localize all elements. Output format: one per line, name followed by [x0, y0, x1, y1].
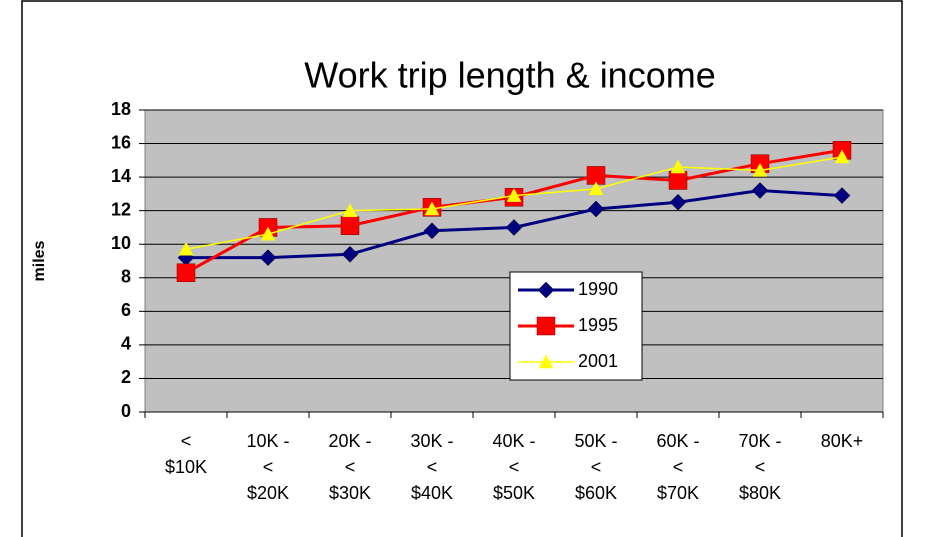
marker	[670, 159, 686, 174]
y-tick-label: 12	[111, 199, 131, 219]
y-tick-label: 8	[121, 267, 131, 287]
chart-title: Work trip length & income	[304, 55, 716, 96]
y-tick-label: 10	[111, 233, 131, 253]
x-tick-label: 30K - < $40K	[410, 431, 454, 503]
marker	[423, 222, 441, 240]
y-tick-label: 4	[121, 334, 131, 354]
x-tick-label: 10K - < $20K	[246, 431, 290, 503]
y-tick-label: 16	[111, 132, 131, 152]
y-axis-label: miles	[31, 240, 48, 281]
y-tick-label: 2	[121, 367, 131, 387]
x-tick-label: < $10K	[164, 431, 208, 477]
x-tick-label: 40K - < $50K	[492, 431, 536, 503]
x-tick-label: 80K+	[820, 431, 864, 451]
legend-label: 1990	[578, 279, 618, 299]
marker	[587, 200, 605, 218]
legend-label: 1995	[578, 315, 618, 335]
marker	[834, 149, 850, 164]
marker	[340, 216, 360, 236]
x-tick-label: 60K - < $70K	[656, 431, 700, 503]
marker	[178, 241, 194, 256]
marker	[751, 182, 769, 199]
marker	[538, 354, 554, 369]
marker	[259, 249, 277, 266]
marker	[341, 245, 359, 263]
marker	[260, 226, 276, 241]
marker	[536, 316, 556, 336]
marker	[833, 187, 851, 204]
marker	[668, 171, 688, 190]
marker	[588, 181, 604, 196]
marker	[342, 203, 358, 217]
marker	[506, 188, 522, 202]
marker	[669, 193, 687, 211]
marker	[537, 281, 555, 299]
marker	[505, 219, 523, 236]
y-tick-label: 18	[111, 99, 131, 119]
y-tick-label: 14	[111, 166, 131, 186]
legend-label: 2001	[578, 351, 618, 371]
x-tick-label: 20K - < $30K	[328, 431, 372, 503]
y-tick-label: 6	[121, 300, 131, 320]
marker	[424, 201, 440, 216]
x-tick-label: 50K - < $60K	[574, 431, 618, 503]
marker	[752, 162, 768, 177]
x-tick-label: 70K - < $80K	[738, 431, 782, 503]
y-tick-label: 0	[121, 401, 131, 421]
marker	[176, 263, 196, 282]
